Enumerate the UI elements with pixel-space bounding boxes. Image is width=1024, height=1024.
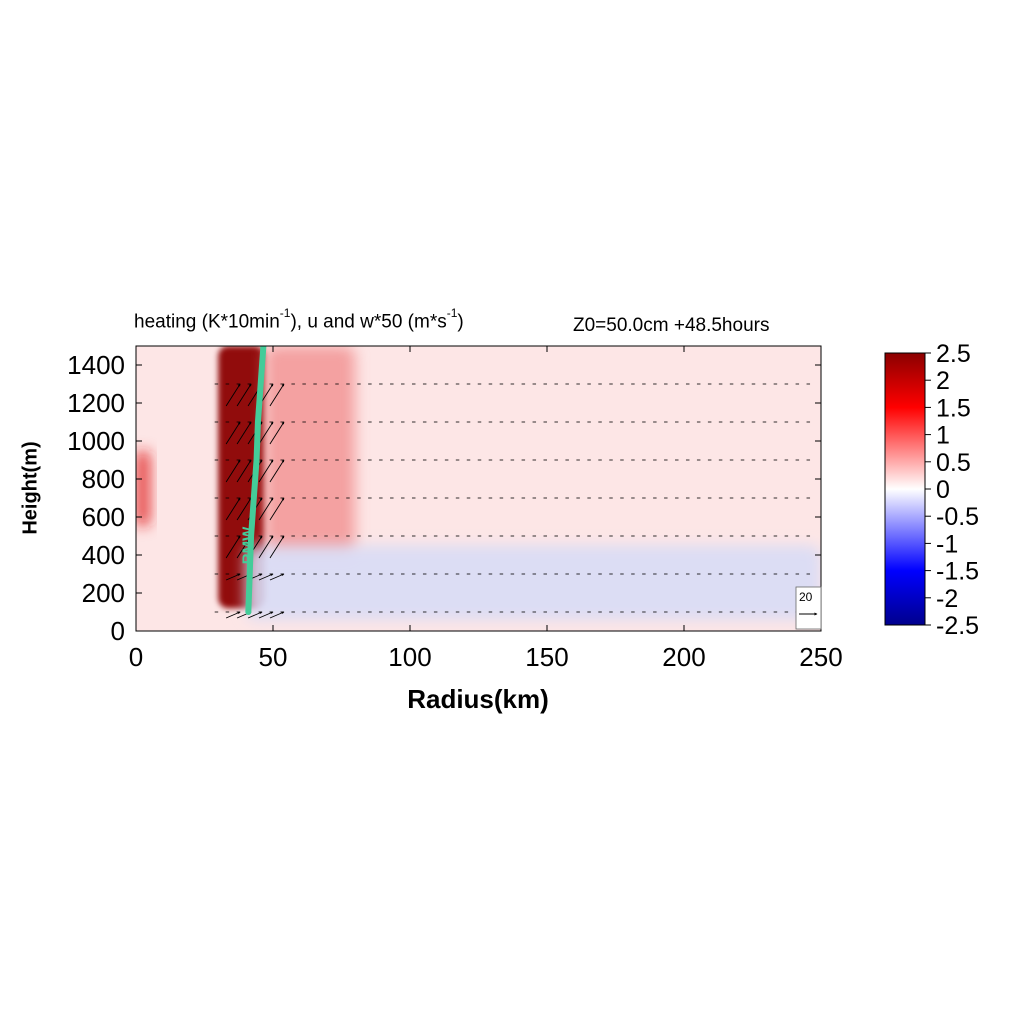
wind-vector [258,421,274,445]
wind-vector [258,573,274,581]
wind-vector [225,497,241,521]
wind-vector [225,573,241,581]
x-tick-label: 50 [259,642,288,672]
colorbar-tick-label: -0.5 [936,503,979,531]
wind-vector [269,383,285,407]
x-tick-label: 150 [525,642,568,672]
wind-vector [236,459,252,483]
wind-vector [225,535,241,559]
title-close: ) [457,311,464,333]
y-tick-label: 800 [82,464,125,494]
wind-vector [269,535,285,559]
x-tick-label: 200 [662,642,705,672]
rmw-curve [245,346,267,615]
rmw-line: RMW [239,346,267,615]
colorbar-tick-label: 1.5 [936,394,971,422]
colorbar-tick-label: -2.5 [936,612,979,640]
heating-feature [245,545,821,620]
wind-vector [236,383,252,407]
y-tick-label: 600 [82,502,125,532]
wind-vector [247,611,263,619]
x-tick-label: 100 [388,642,431,672]
wind-vector [269,497,285,521]
wind-vector [269,573,285,581]
y-tick-label: 1000 [67,426,125,456]
wind-vector [269,421,285,445]
colorbar-tick-label: 1 [936,422,950,450]
wind-vector [225,459,241,483]
y-tick-label: 1200 [67,388,125,418]
colorbar-tick-label: -1 [936,530,958,558]
x-tick-label: 0 [129,642,143,672]
title-exp-2: -1 [446,306,458,320]
colorbar-tick-label: 0.5 [936,449,971,477]
heating-field [136,346,821,631]
colorbar-tick-label: -2 [936,585,958,613]
colorbar-tick-label: 2.5 [936,340,971,368]
wind-vector [269,459,285,483]
colorbar: 2.521.510.50-0.5-1-1.5-2-2.5 [884,340,979,640]
colorbar-tick-label: 0 [936,476,950,504]
wind-vector [236,421,252,445]
wind-vector [258,497,274,521]
y-axis: 0 200 400 600 800 1000 1200 1400 [67,350,821,646]
reference-vector-label: 20 [799,590,813,604]
y-axis-label: Height(m) [19,441,42,535]
run-info: Z0=50.0cm +48.5hours [573,315,770,336]
heating-feature [136,450,150,527]
colorbar-tick-label: -1.5 [936,558,979,586]
wind-vector [258,611,274,619]
rmw-label: RMW [239,526,256,564]
title-exp-1: -1 [279,306,291,320]
heating-feature [264,346,356,555]
wind-vector [225,611,241,619]
title-heating: heating (K*10min [134,311,280,333]
reference-vector-key: 20 [795,586,822,630]
title-wind: ), u and w*50 (m*s [290,311,447,333]
y-tick-label: 400 [82,540,125,570]
x-axis-label: Radius(km) [407,684,549,714]
wind-vectors [214,383,811,619]
wind-vector [236,497,252,521]
x-tick-label: 250 [799,642,842,672]
chart-title: heating (K*10min-1), u and w*50 (m*s-1) [134,306,464,333]
wind-vector [225,421,241,445]
colorbar-tick-label: 2 [936,367,950,395]
wind-vector [225,383,241,407]
y-tick-label: 1400 [67,350,125,380]
y-tick-label: 200 [82,578,125,608]
wind-vector [258,459,274,483]
y-tick-label: 0 [111,616,125,646]
wind-vector [269,611,285,619]
wind-vector [258,535,274,559]
plot-frame [135,345,822,632]
